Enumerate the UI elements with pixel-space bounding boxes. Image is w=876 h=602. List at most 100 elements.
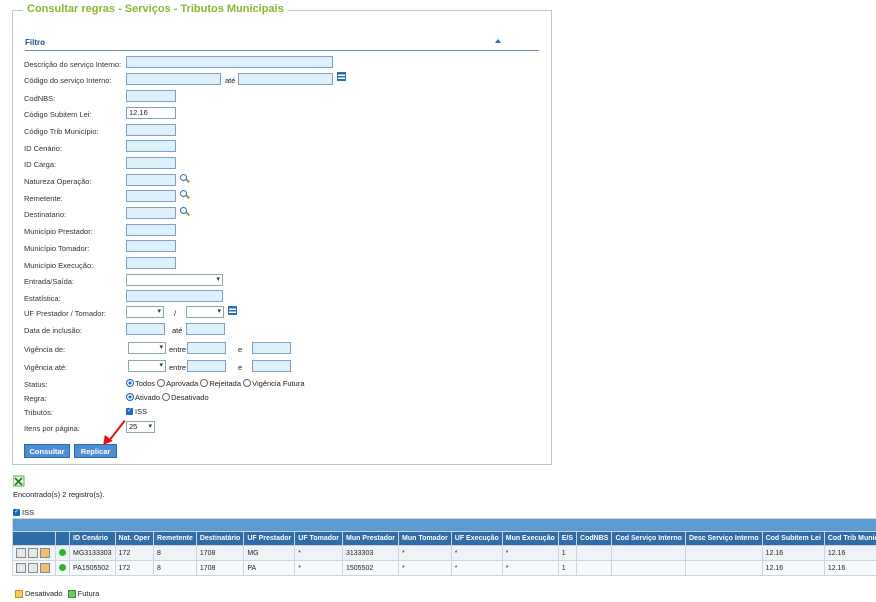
- entre-label: entre: [169, 363, 187, 372]
- id-carga-input[interactable]: [126, 157, 176, 169]
- vigencia-ate-select[interactable]: [128, 360, 166, 372]
- cell-uf-tomador: *: [294, 560, 343, 576]
- view-icon[interactable]: [16, 563, 26, 573]
- mun-prestador-input[interactable]: [126, 224, 176, 236]
- legend-desativado: Desativado: [25, 589, 63, 598]
- table-row[interactable]: MG3133303 172 8 1708 MG * 3133303 * * * …: [12, 545, 876, 561]
- codnbs-input[interactable]: [126, 90, 176, 102]
- col-mun-tomador[interactable]: Mun Tomador: [398, 531, 452, 546]
- list-icon[interactable]: [337, 72, 346, 81]
- id-cenario-input[interactable]: [126, 140, 176, 152]
- col-mun-prestador[interactable]: Mun Prestador: [341, 531, 400, 546]
- uf-tomador-select[interactable]: [186, 306, 224, 318]
- search-icon[interactable]: [180, 190, 187, 197]
- cell-remetente: 8: [153, 560, 197, 576]
- col-uf-prestador[interactable]: UF Prestador: [243, 531, 296, 546]
- uf-prest-tom-label: UF Prestador / Tomador:: [24, 309, 106, 318]
- copy-icon[interactable]: [28, 548, 38, 558]
- edit-icon[interactable]: [40, 563, 50, 573]
- vigencia-ate-to-input[interactable]: [252, 360, 291, 372]
- results-table: ID Cenário Nat. Oper Remetente Destinatá…: [12, 518, 876, 576]
- view-icon[interactable]: [16, 548, 26, 558]
- remetente-label: Remetente:: [24, 194, 63, 203]
- vigencia-de-select[interactable]: [128, 342, 166, 354]
- search-icon[interactable]: [180, 174, 187, 181]
- col-nat-oper[interactable]: Nat. Oper: [114, 531, 155, 546]
- col-uf-execucao[interactable]: UF Execução: [450, 531, 503, 546]
- status-radio-rejeitada[interactable]: Rejeitada: [200, 379, 241, 388]
- col-remetente[interactable]: Remetente: [153, 531, 197, 546]
- cell-uf-prestador: PA: [243, 560, 296, 576]
- col-mun-execucao[interactable]: Mun Execução: [501, 531, 559, 546]
- destinatario-label: Destinatario:: [24, 210, 67, 219]
- regra-radio-ativado[interactable]: Ativado: [126, 393, 160, 402]
- cell-mun-tomador: *: [398, 560, 452, 576]
- col-cod-trib-municipio[interactable]: Cod Trib Município: [823, 531, 876, 546]
- destinatario-input[interactable]: [126, 207, 176, 219]
- col-es[interactable]: E/S: [557, 531, 578, 546]
- vigencia-de-to-input[interactable]: [252, 342, 291, 354]
- page-title: Consultar regras - Serviços - Tributos M…: [23, 3, 288, 15]
- itens-pagina-select[interactable]: 25: [126, 421, 155, 433]
- codnbs-label: CodNBS:: [24, 94, 56, 103]
- data-inclusao-to-input[interactable]: [186, 323, 225, 335]
- vigencia-de-from-input[interactable]: [187, 342, 226, 354]
- status-radio-vigencia-futura[interactable]: Vigência Futura: [243, 379, 305, 388]
- list-icon[interactable]: [228, 306, 237, 315]
- table-row[interactable]: PA1505502 172 8 1708 PA * 1505502 * * * …: [12, 560, 876, 576]
- cell-nat-oper: 172: [114, 545, 155, 561]
- check-icon: ✓: [126, 407, 133, 415]
- estatistica-label: Estatística:: [24, 294, 61, 303]
- cell-cod-servico-interno: [611, 560, 686, 576]
- mun-execucao-input[interactable]: [126, 257, 176, 269]
- cell-mun-execucao: *: [501, 545, 559, 561]
- data-inclusao-from-input[interactable]: [126, 323, 165, 335]
- copy-icon[interactable]: [28, 563, 38, 573]
- cell-id-cenario: PA1505502: [69, 560, 116, 576]
- edit-icon[interactable]: [40, 548, 50, 558]
- col-cod-subitem-lei[interactable]: Cod Subitem Lei: [761, 531, 825, 546]
- cell-uf-execucao: *: [450, 545, 503, 561]
- entrada-saida-select[interactable]: [126, 274, 223, 286]
- mun-tomador-input[interactable]: [126, 240, 176, 252]
- natureza-input[interactable]: [126, 174, 176, 186]
- filter-panel: Consultar regras - Serviços - Tributos M…: [12, 3, 552, 465]
- slash-separator: /: [174, 309, 177, 318]
- estatistica-input[interactable]: [126, 290, 223, 302]
- excel-export-icon[interactable]: [13, 475, 25, 487]
- vigencia-ate-from-input[interactable]: [187, 360, 226, 372]
- search-icon[interactable]: [180, 207, 187, 214]
- collapse-icon[interactable]: [495, 39, 501, 43]
- remetente-input[interactable]: [126, 190, 176, 202]
- col-uf-tomador[interactable]: UF Tomador: [294, 531, 343, 546]
- status-radio-group: Todos Aprovada Rejeitada Vigência Futura: [126, 379, 305, 388]
- desc-servico-input[interactable]: [126, 56, 333, 68]
- regra-radio-group: Ativado Desativado: [126, 393, 209, 402]
- cod-servico-from-input[interactable]: [126, 73, 221, 85]
- legend: Desativado Futura: [15, 589, 100, 599]
- regra-radio-desativado[interactable]: Desativado: [162, 393, 209, 402]
- consultar-button[interactable]: Consultar: [24, 444, 70, 458]
- replicar-button[interactable]: Replicar: [74, 444, 117, 458]
- col-codnbs[interactable]: CodNBS: [576, 531, 613, 546]
- uf-prestador-select[interactable]: [126, 306, 164, 318]
- col-id-cenario[interactable]: ID Cenário: [69, 531, 116, 546]
- tab-iss[interactable]: ✓ ISS: [13, 508, 35, 517]
- col-desc-servico-interno[interactable]: Desc Serviço Interno: [684, 531, 763, 546]
- status-radio-todos[interactable]: Todos: [126, 379, 155, 388]
- col-destinatario[interactable]: Destinatário: [195, 531, 245, 546]
- filter-header[interactable]: Filtro: [25, 38, 539, 51]
- cell-mun-prestador: 1505502: [341, 560, 400, 576]
- status-active-icon: [59, 549, 66, 557]
- cod-subitem-input[interactable]: 12.16: [126, 107, 176, 119]
- cell-desc-servico-interno: [684, 545, 763, 561]
- results-count: Encontrado(s) 2 registro(s).: [13, 490, 105, 499]
- col-cod-servico-interno[interactable]: Cod Serviço Interno: [611, 531, 686, 546]
- tributo-iss-checkbox[interactable]: ✓ ISS: [126, 407, 148, 416]
- legend-futura: Futura: [77, 589, 100, 598]
- cod-subitem-label: Código Subitem Lei:: [24, 110, 92, 119]
- cod-trib-input[interactable]: [126, 124, 176, 136]
- cod-servico-to-input[interactable]: [238, 73, 333, 85]
- cell-codnbs: [576, 545, 613, 561]
- status-radio-aprovada[interactable]: Aprovada: [157, 379, 198, 388]
